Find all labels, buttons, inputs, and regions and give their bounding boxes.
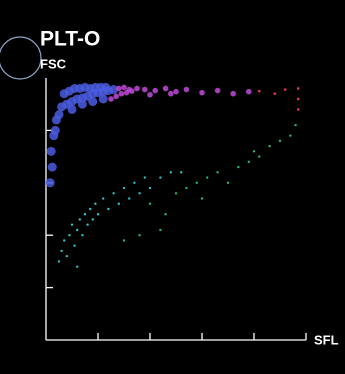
point	[183, 86, 190, 93]
point	[126, 86, 132, 93]
point	[283, 88, 287, 91]
point	[118, 90, 125, 97]
point	[200, 197, 204, 200]
plot-area	[45, 78, 307, 341]
point	[289, 134, 292, 137]
point	[122, 239, 126, 242]
x-axis-label: SFL	[314, 332, 339, 347]
point	[174, 192, 178, 195]
point	[296, 87, 300, 90]
point	[162, 85, 169, 92]
point	[81, 234, 84, 237]
point	[142, 86, 148, 93]
point	[147, 91, 153, 98]
selector-circle	[0, 36, 42, 80]
point	[169, 171, 172, 174]
point	[107, 207, 110, 211]
point	[247, 160, 250, 164]
point	[62, 239, 66, 242]
point	[258, 155, 261, 158]
point	[91, 218, 95, 221]
point	[173, 88, 179, 95]
point	[273, 92, 277, 96]
point	[45, 178, 55, 188]
point	[278, 139, 282, 143]
point	[237, 165, 240, 169]
point	[216, 171, 219, 174]
point	[94, 202, 97, 205]
point	[296, 97, 300, 101]
point	[108, 96, 114, 102]
point	[159, 228, 162, 232]
point	[133, 181, 136, 184]
point	[148, 186, 152, 190]
point	[134, 85, 140, 92]
point	[109, 85, 119, 95]
point	[67, 104, 77, 114]
point	[180, 171, 183, 174]
point	[112, 192, 115, 195]
point	[65, 254, 69, 258]
point	[101, 82, 111, 92]
point	[77, 99, 87, 109]
point	[50, 125, 60, 135]
point	[54, 110, 64, 120]
point	[252, 150, 256, 153]
point	[168, 90, 174, 97]
point	[152, 87, 158, 94]
point	[89, 207, 92, 211]
point	[246, 88, 252, 95]
point	[138, 234, 141, 237]
point	[164, 213, 167, 216]
point	[214, 87, 221, 94]
point	[73, 244, 76, 247]
point	[128, 197, 131, 200]
point	[296, 108, 300, 111]
chart-title: PLT-O	[40, 28, 100, 51]
point	[88, 97, 98, 107]
point	[83, 213, 87, 216]
point	[57, 260, 61, 263]
point	[206, 176, 209, 179]
point	[76, 265, 79, 268]
point	[117, 202, 121, 205]
point	[102, 197, 105, 200]
point	[122, 186, 126, 190]
point	[70, 223, 74, 226]
point	[138, 192, 141, 195]
point	[257, 89, 261, 93]
point	[185, 186, 188, 190]
point	[199, 89, 205, 96]
point	[230, 90, 236, 97]
point	[159, 176, 162, 179]
point	[60, 249, 63, 253]
point	[143, 176, 146, 179]
point	[116, 85, 122, 92]
point	[46, 146, 56, 156]
point	[96, 213, 100, 216]
point	[98, 94, 108, 104]
point	[121, 84, 127, 91]
point	[86, 223, 89, 226]
y-axis-label: FSC	[40, 56, 67, 71]
point	[148, 202, 152, 205]
point	[78, 218, 82, 221]
point	[113, 93, 119, 100]
point	[294, 123, 297, 127]
point	[226, 181, 230, 184]
point	[68, 234, 71, 237]
point	[47, 162, 57, 172]
point	[268, 144, 271, 148]
point	[195, 181, 198, 184]
point	[76, 228, 79, 232]
